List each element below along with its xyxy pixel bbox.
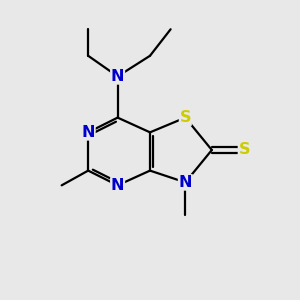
Text: S: S	[180, 110, 191, 125]
Text: S: S	[238, 142, 250, 158]
Text: N: N	[111, 178, 124, 193]
Text: N: N	[111, 69, 124, 84]
Text: N: N	[178, 175, 192, 190]
Text: N: N	[81, 125, 95, 140]
